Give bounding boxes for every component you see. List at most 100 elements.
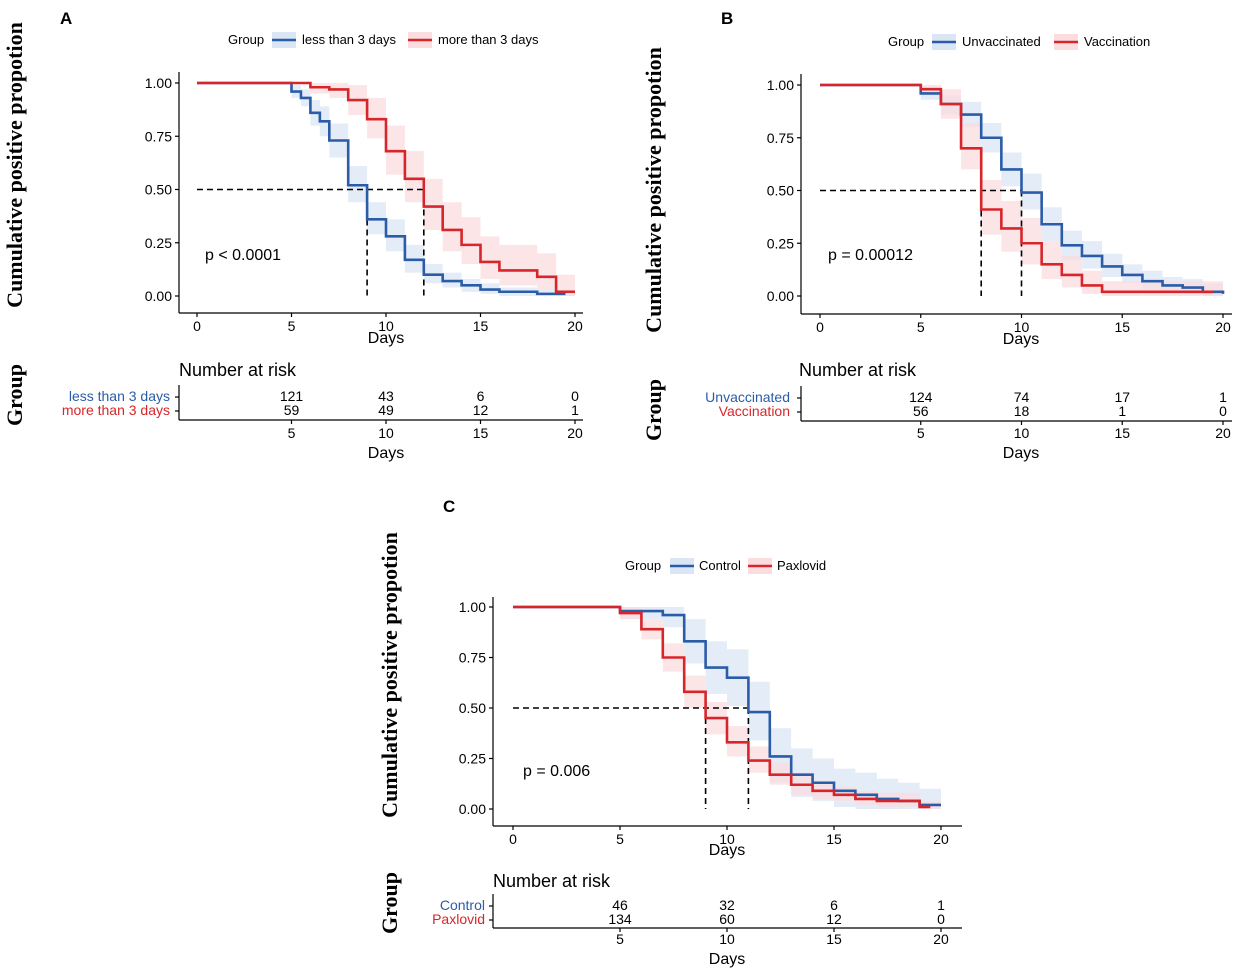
panel-b-legend-entry-2: Vaccination [1084,34,1150,49]
panel-a-risk-value-r1-c1: 121 [280,388,304,404]
panel-c-risk-x-axis-title: Days [709,951,745,968]
panel-a-risk-x-tick-label-3: 20 [567,425,583,441]
panel-b-risk-value-r2-c3: 1 [1118,403,1126,419]
panel-b-legend-title: Group [888,34,924,49]
panel-c-risk-value-r2-c4: 0 [937,911,945,927]
panel-c-y-axis-title: Cumulative positive propotion [377,532,402,818]
panel-c-risk-value-r2-c3: 12 [826,911,842,927]
panel-a-risk-x-axis-title: Days [368,445,404,462]
panel-c-legend-title: Group [625,558,661,573]
panel-a-y-tick-label-1: 0.25 [145,235,172,251]
panel-b-risk-x-axis-title: Days [1003,445,1039,462]
panel-b-x-tick-label-1: 5 [917,319,925,335]
panel-b-risk-value-r2-c2: 18 [1014,403,1030,419]
panel-a-y-axis-title: Cumulative positive propotion [2,22,27,308]
panel-b-group-axis-title: Group [641,379,666,441]
panel-c-risk-value-r2-c1: 134 [608,911,632,927]
panel-b-risk-title: Number at risk [799,360,917,380]
panel-c-risk-value-r1-c3: 6 [830,897,838,913]
panel-c-y-tick-label-2: 0.50 [459,700,486,716]
panel-a-y-tick-label-0: 0.00 [145,288,172,304]
panel-b-label: B [721,9,733,28]
panel-a-risk-x-tick-label-0: 5 [288,425,296,441]
panel-a-risk-x-tick-label-2: 15 [473,425,489,441]
panel-b-y-tick-label-2: 0.50 [767,183,794,199]
panel-a-curve-blue [197,81,566,296]
panel-a-plot-area: 0.00 0.25 0.50 0.75 1.00 0 5 10 15 20 [145,72,583,334]
panel-a-y-tick-label-3: 0.75 [145,128,172,144]
panel-a-risk-value-r2-c3: 12 [473,402,489,418]
panel-c-legend-entry-1: Control [699,558,741,573]
panel-b-y-tick-label-3: 0.75 [767,130,794,146]
panel-c-x-tick-label-1: 5 [616,831,624,847]
panel-a-risk-value-r1-c2: 43 [378,388,394,404]
panel-c-risk-value-r1-c1: 46 [612,897,628,913]
panel-b-risk-x-tick-label-2: 15 [1114,425,1130,441]
panel-c-risk-value-r2-c2: 60 [719,911,735,927]
panel-a-ci-band-red [197,83,575,296]
panel-b-y-tick-label-1: 0.25 [767,235,794,251]
panel-b-risk-row-label-1: Unvaccinated [705,389,790,405]
panel-b-risk-value-r2-c4: 0 [1219,403,1227,419]
panel-c-ci-band-blue [513,607,941,809]
panel-c-risk-row-label-1: Control [440,897,485,913]
panel-b-curve-red [820,83,1213,294]
panel-c-risk-value-r1-c4: 1 [937,897,945,913]
panel-a-y-tick-label-4: 1.00 [145,75,172,91]
panel-c-group-axis-title: Group [377,872,402,934]
panel-b-y-tick-label-0: 0.00 [767,288,794,304]
panel-a-x-tick-label-2: 10 [378,318,394,334]
panel-a-risk-value-r2-c2: 49 [378,402,394,418]
panel-b: B Cumulative positive propotion Group Gr… [641,9,1232,462]
panel-c-risk-x-tick-label-3: 20 [933,931,949,947]
panel-c-x-tick-label-4: 20 [933,831,949,847]
panel-a-x-tick-label-1: 5 [288,318,296,334]
panel-a-risk-value-r1-c4: 0 [571,388,579,404]
panel-a-risk-title: Number at risk [179,360,297,380]
panel-b-y-axis-title: Cumulative positive propotion [641,47,666,333]
panel-a-risk-value-r2-c1: 59 [284,402,300,418]
panel-a: A Cumulative positive propotion Group Gr… [2,9,583,462]
panel-c-risk-title: Number at risk [493,871,611,891]
panel-b-legend: Group Unvaccinated Vaccination [888,34,1150,50]
panel-c-x-tick-label-3: 15 [826,831,842,847]
panel-c-legend-entry-2: Paxlovid [777,558,826,573]
panel-b-risk-x-tick-label-0: 5 [917,425,925,441]
panel-b-legend-entry-1: Unvaccinated [962,34,1041,49]
panel-b-risk-value-r1-c4: 1 [1219,389,1227,405]
panel-b-pvalue: p = 0.00012 [828,247,913,264]
panel-a-pvalue: p < 0.0001 [205,247,281,264]
panel-c-risk-x-tick-label-2: 15 [826,931,842,947]
panel-c-y-tick-label-4: 1.00 [459,599,486,615]
panel-c-y-tick-label-1: 0.25 [459,751,486,767]
panel-c-risk-row-label-2: Paxlovid [432,911,485,927]
panel-a-x-axis-title: Days [368,330,404,347]
panel-c-risk-value-r1-c2: 32 [719,897,735,913]
panel-c-y-tick-label-0: 0.00 [459,801,486,817]
panel-c-plot-area: 0.00 0.25 0.50 0.75 1.00 0 5 10 15 20 [459,597,962,847]
panel-b-plot-area: 0.00 0.25 0.50 0.75 1.00 0 5 10 15 20 [767,74,1232,335]
panel-c-x-tick-label-2: 10 [719,831,735,847]
panel-c-x-axis-title: Days [709,842,745,859]
panel-b-risk-value-r1-c3: 17 [1114,389,1130,405]
panel-a-legend-entry-2: more than 3 days [438,32,539,47]
panel-b-risk-x-tick-label-3: 20 [1215,425,1231,441]
panel-b-risk-value-r1-c2: 74 [1014,389,1030,405]
panel-a-x-tick-label-3: 15 [473,318,489,334]
panel-b-x-axis-title: Days [1003,331,1039,348]
panel-b-risk-value-r1-c1: 124 [909,389,933,405]
panel-b-risk-x-tick-label-1: 10 [1014,425,1030,441]
panel-a-group-axis-title: Group [2,364,27,426]
panel-b-risk-value-r2-c1: 56 [913,403,929,419]
panel-b-x-tick-label-4: 20 [1215,319,1231,335]
panel-c-label: C [443,497,455,516]
panel-a-curve-red [197,81,575,294]
panel-a-x-tick-label-0: 0 [193,318,201,334]
panel-c-pvalue: p = 0.006 [523,763,590,780]
panel-a-legend-title: Group [228,32,264,47]
panel-a-legend: Group less than 3 days more than 3 days [228,32,539,48]
panel-c-risk-x-tick-label-1: 10 [719,931,735,947]
panel-b-x-tick-label-3: 15 [1114,319,1130,335]
